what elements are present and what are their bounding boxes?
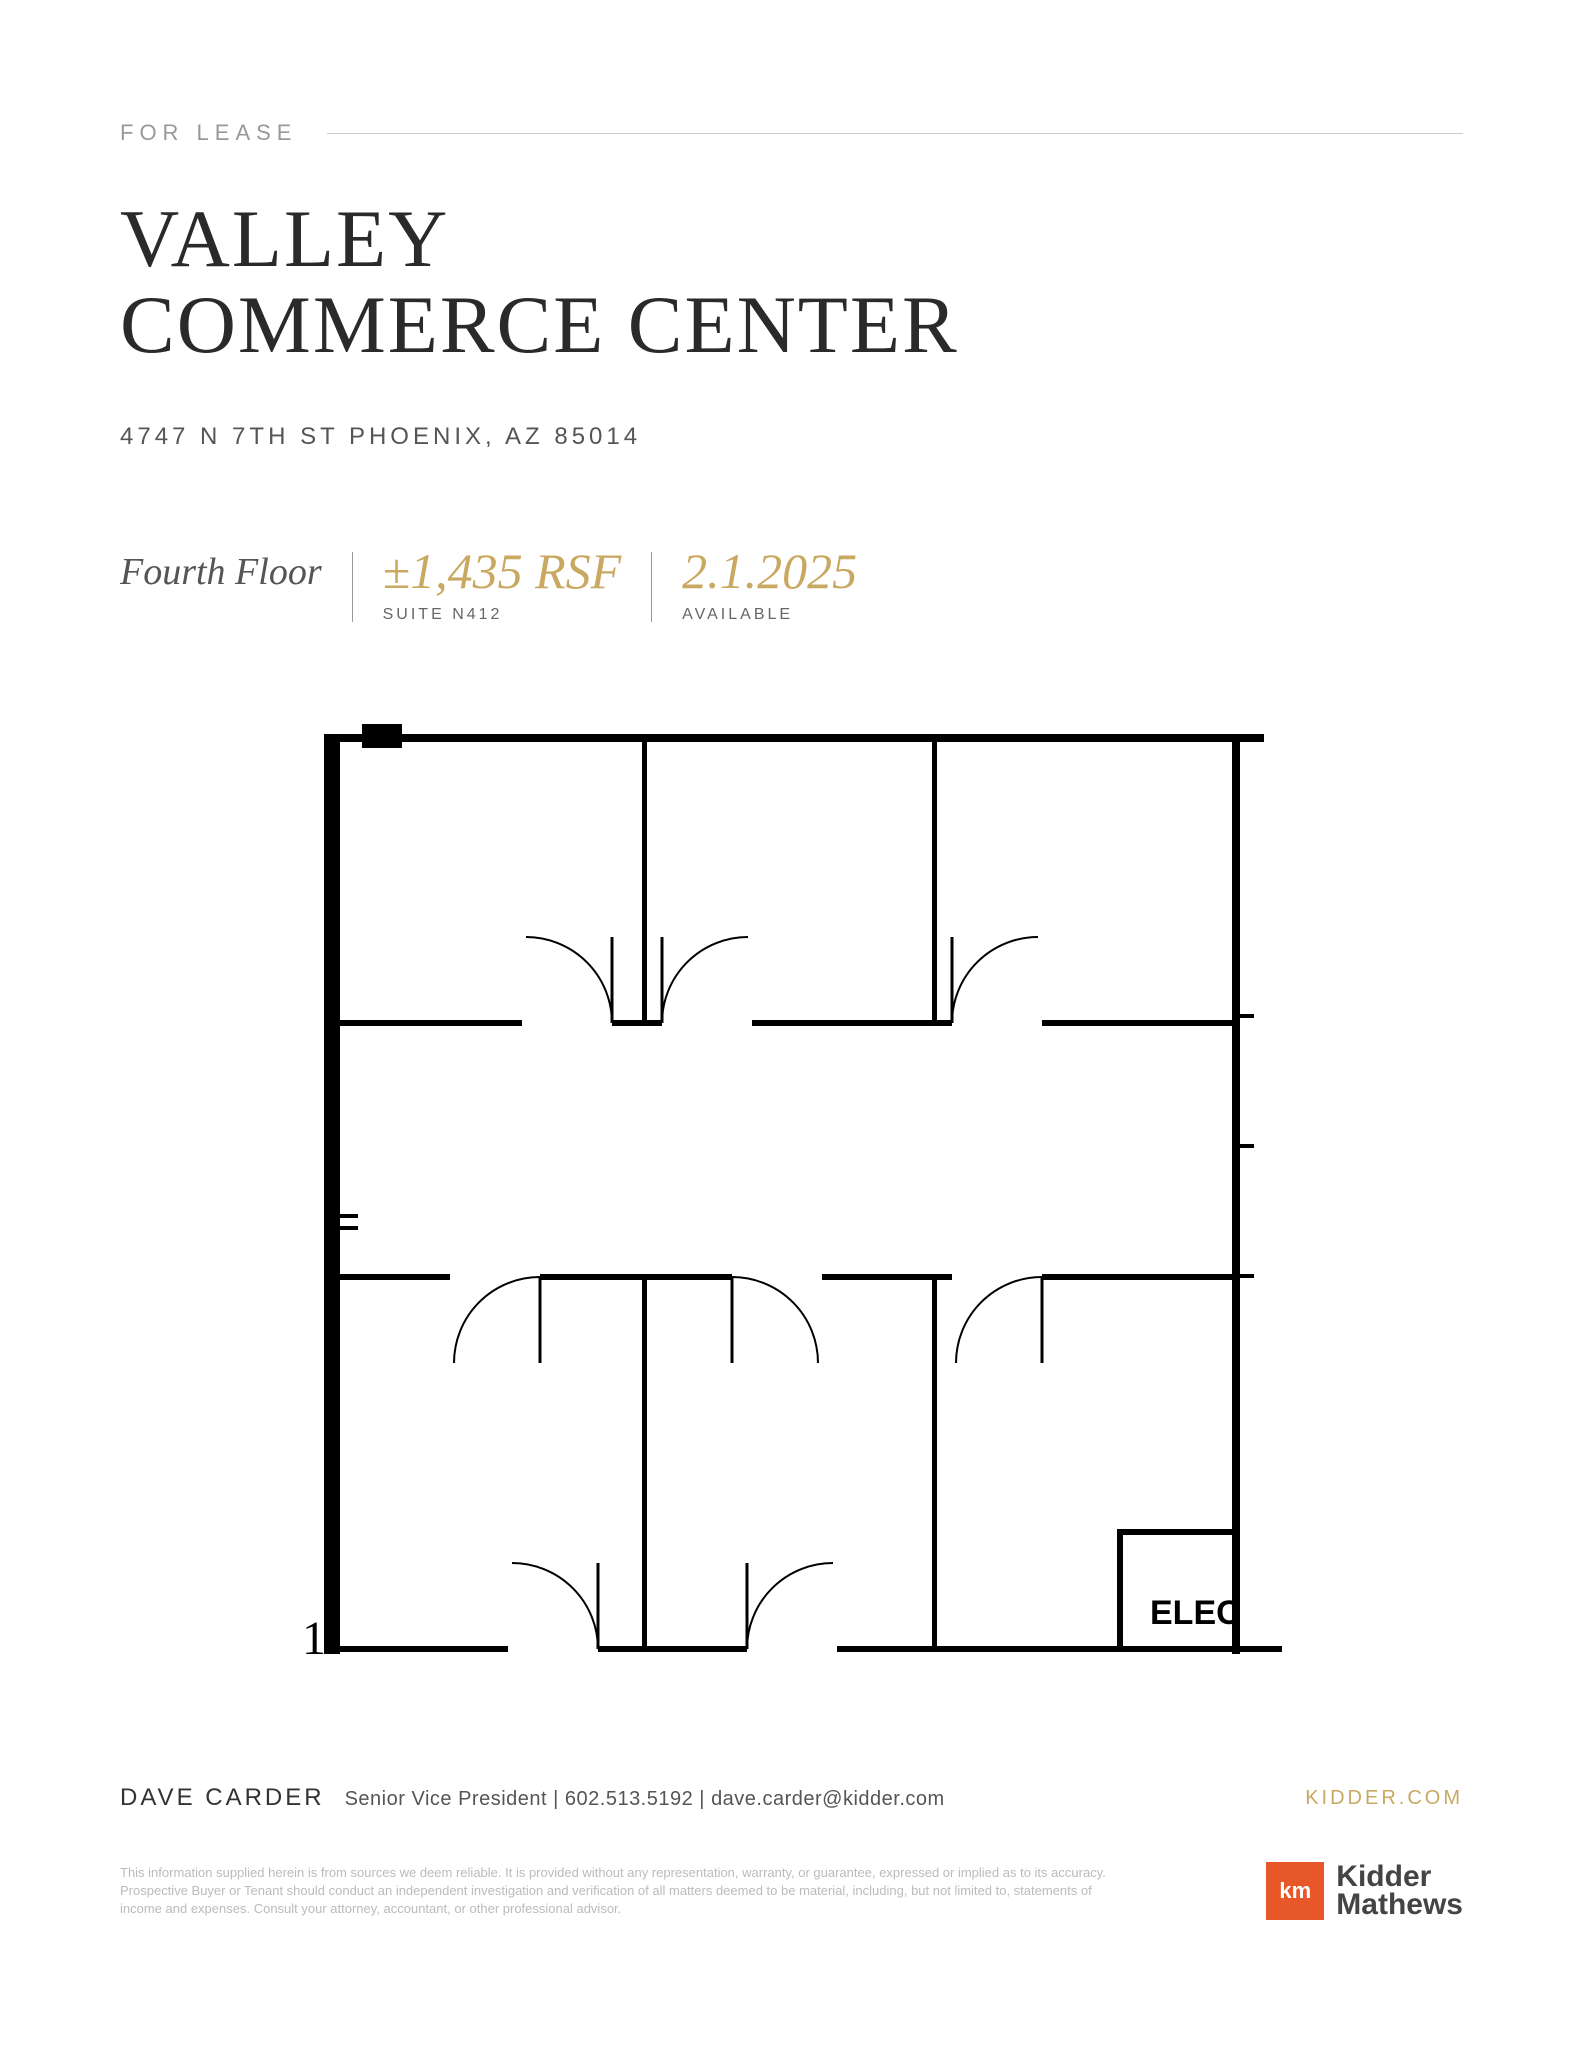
website-link[interactable]: KIDDER.COM [1305, 1787, 1463, 1810]
stat-divider [352, 552, 353, 622]
stat-date-value: 2.1.2025 [682, 546, 857, 596]
floorplan-container: ELEC 1 [120, 714, 1463, 1674]
stat-date-label: AVAILABLE [682, 606, 857, 624]
property-address: 4747 N 7TH ST PHOENIX, AZ 85014 [120, 423, 1463, 451]
company-logo: km Kidder Mathews [1266, 1862, 1463, 1920]
for-lease-tag: FOR LEASE [120, 120, 297, 146]
logo-text: Kidder Mathews [1336, 1863, 1463, 1920]
stat-size-label: SUITE N412 [383, 606, 622, 624]
contact-sep-2: | [699, 1788, 711, 1810]
grid-marker-left: 1 [302, 1612, 326, 1665]
footer-row: This information supplied herein is from… [120, 1862, 1463, 1920]
disclaimer-text: This information supplied herein is from… [120, 1864, 1120, 1919]
contact-email: dave.carder@kidder.com [711, 1788, 945, 1810]
floorplan-svg: ELEC 1 [302, 714, 1282, 1674]
stat-size-value: ±1,435 RSF [383, 546, 622, 596]
stat-divider [651, 552, 652, 622]
stat-date: 2.1.2025 AVAILABLE [682, 546, 857, 624]
logo-line-2: Mathews [1336, 1888, 1463, 1921]
contact-row: DAVE CARDER Senior Vice President | 602.… [120, 1784, 1463, 1812]
contact-info: Senior Vice President | 602.513.5192 | d… [345, 1788, 945, 1811]
elec-room-label: ELEC [1150, 1594, 1241, 1632]
header-row: FOR LEASE [120, 120, 1463, 146]
contact-name: DAVE CARDER [120, 1784, 325, 1812]
floor-label: Fourth Floor [120, 546, 322, 594]
stats-row: Fourth Floor ±1,435 RSF SUITE N412 2.1.2… [120, 546, 1463, 624]
contact-sep-1: | [553, 1788, 565, 1810]
logo-badge: km [1266, 1862, 1324, 1920]
contact-title: Senior Vice President [345, 1788, 547, 1810]
stat-size: ±1,435 RSF SUITE N412 [383, 546, 622, 624]
title-line-2: COMMERCE CENTER [120, 279, 959, 370]
contact-left: DAVE CARDER Senior Vice President | 602.… [120, 1784, 945, 1812]
contact-phone: 602.513.5192 [565, 1788, 693, 1810]
title-line-1: VALLEY [120, 193, 449, 284]
page-title: VALLEY COMMERCE CENTER [120, 196, 1463, 368]
header-rule [327, 133, 1463, 134]
